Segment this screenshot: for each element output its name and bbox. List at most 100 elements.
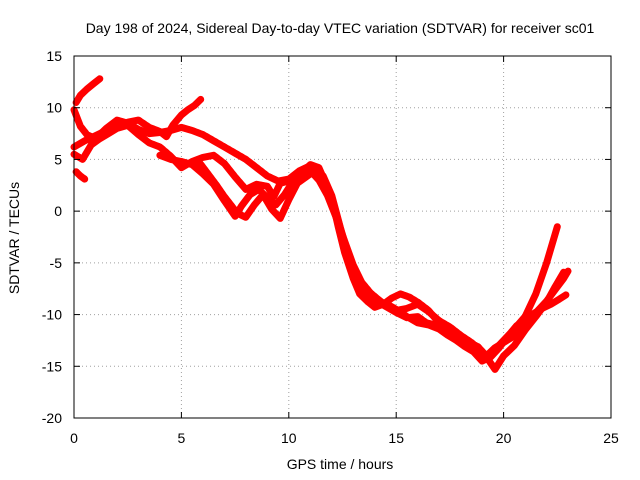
data-point xyxy=(83,131,90,138)
data-point xyxy=(114,125,120,132)
series-noise-sat-d xyxy=(74,122,567,369)
data-point xyxy=(492,344,498,351)
data-point xyxy=(212,181,219,188)
data-point xyxy=(255,186,262,193)
data-point xyxy=(77,92,84,99)
data-point xyxy=(221,193,228,200)
data-point xyxy=(146,139,153,146)
chart-title: Day 198 of 2024, Sidereal Day-to-day VTE… xyxy=(86,20,595,36)
data-point xyxy=(264,183,271,190)
data-point xyxy=(184,106,191,113)
data-point xyxy=(81,137,88,144)
data-point xyxy=(221,160,228,167)
data-point xyxy=(221,144,228,150)
y-tick-label: 0 xyxy=(54,203,62,219)
data-point xyxy=(337,224,344,231)
data-point xyxy=(191,102,198,109)
data-point xyxy=(509,334,516,341)
data-point xyxy=(210,152,217,159)
data-point xyxy=(307,161,314,168)
data-point xyxy=(81,176,88,183)
data-point xyxy=(449,332,455,339)
data-point xyxy=(500,352,507,359)
data-point xyxy=(242,156,249,163)
data-point xyxy=(156,152,163,159)
data-point xyxy=(560,275,567,282)
data-point xyxy=(77,123,84,130)
data-point xyxy=(242,214,249,221)
y-tick-label: 15 xyxy=(46,48,62,64)
data-point xyxy=(272,201,279,208)
series-noise-sat-f xyxy=(160,152,569,361)
data-point xyxy=(345,253,352,260)
data-point xyxy=(461,343,468,350)
data-point xyxy=(281,191,288,198)
data-point xyxy=(253,181,260,188)
data-point xyxy=(562,291,569,298)
data-point xyxy=(526,317,533,324)
data-point xyxy=(511,342,518,349)
y-tick-label: -20 xyxy=(42,410,62,426)
data-point xyxy=(565,268,571,275)
data-point xyxy=(242,186,249,193)
data-point xyxy=(156,144,163,150)
data-point xyxy=(543,298,550,305)
data-point xyxy=(513,322,520,329)
data-point xyxy=(264,173,271,179)
data-point xyxy=(197,96,204,103)
x-tick-label: 20 xyxy=(496,430,512,446)
x-axis-label: GPS time / hours xyxy=(287,456,394,472)
data-point xyxy=(114,117,120,124)
data-point xyxy=(96,75,103,82)
data-point xyxy=(247,191,254,198)
data-point xyxy=(167,156,174,163)
data-point xyxy=(178,112,185,118)
axis-ticks: 0 5 10 15 20 25 -20 -15 -10 -5 0 5 10 15 xyxy=(42,48,619,446)
data-point xyxy=(431,321,438,328)
data-point xyxy=(371,297,378,304)
data-point xyxy=(103,125,110,132)
data-point xyxy=(156,129,163,136)
data-point xyxy=(189,127,196,134)
data-point xyxy=(253,164,260,171)
data-point xyxy=(363,291,370,298)
y-tick-label: -15 xyxy=(42,358,62,374)
plot-frame xyxy=(73,55,612,419)
x-tick-label: 10 xyxy=(281,430,297,446)
data-point xyxy=(466,339,473,346)
data-point xyxy=(268,206,275,213)
data-point xyxy=(492,366,498,373)
data-point xyxy=(500,339,507,346)
data-point xyxy=(382,303,389,310)
y-axis-label: SDTVAR / TECUs xyxy=(6,182,22,294)
data-point xyxy=(204,169,211,176)
data-point xyxy=(483,352,490,359)
data-point xyxy=(285,196,292,203)
data-point xyxy=(163,133,170,140)
data-point xyxy=(303,174,309,180)
data-point xyxy=(320,173,327,179)
data-point xyxy=(457,335,464,342)
data-point xyxy=(238,203,245,209)
data-point xyxy=(423,319,430,326)
data-point xyxy=(414,301,421,308)
data-point xyxy=(479,358,486,365)
data-point xyxy=(199,154,206,161)
data-point xyxy=(552,286,559,293)
data-point xyxy=(403,305,410,312)
data-point xyxy=(195,158,202,165)
data-point xyxy=(210,137,217,144)
series-line-sat-d xyxy=(70,121,568,373)
data-point xyxy=(167,127,174,134)
data-point xyxy=(556,296,563,303)
series-lines xyxy=(70,75,572,373)
data-point xyxy=(90,80,97,87)
series-line-sat-c xyxy=(70,106,561,362)
data-point xyxy=(298,169,305,176)
data-point xyxy=(397,290,404,297)
data-point xyxy=(403,314,410,321)
grid-lines xyxy=(74,56,611,418)
data-point xyxy=(393,309,400,316)
data-point xyxy=(517,328,524,335)
